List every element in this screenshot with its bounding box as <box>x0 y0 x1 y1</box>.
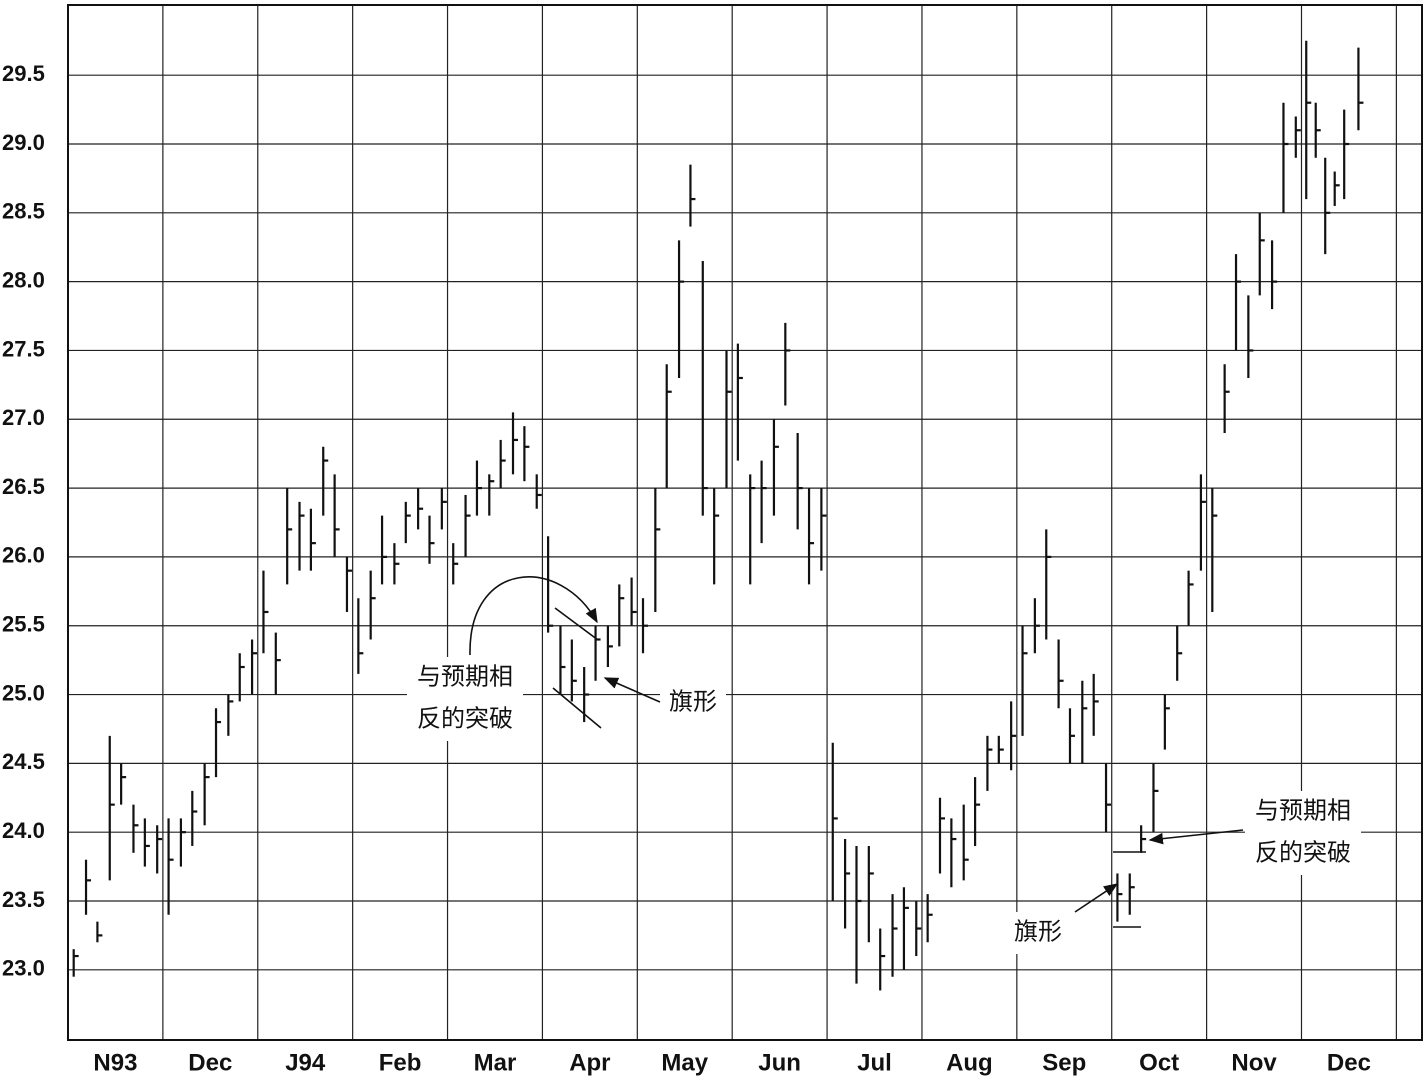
plot-frame <box>67 4 1423 1041</box>
x-tick-label: Apr <box>569 1049 610 1076</box>
y-tick-label: 24.0 <box>2 818 45 843</box>
y-tick-label: 23.0 <box>2 956 45 981</box>
pattern-drawings <box>552 607 1146 928</box>
y-tick-label: 25.0 <box>2 680 45 705</box>
annotation-arrow <box>1074 883 1119 913</box>
annotation-text: 旗形 <box>1014 918 1062 945</box>
annotation-text: 反的突破 <box>1255 839 1351 866</box>
x-tick-label: Mar <box>474 1049 517 1076</box>
x-tick-label: Dec <box>188 1049 232 1076</box>
annotation-background <box>407 657 523 741</box>
annotation-text: 与预期相 <box>417 663 513 690</box>
x-tick-label: Feb <box>379 1049 422 1076</box>
y-tick-label: 26.5 <box>2 474 45 499</box>
x-tick-label: May <box>661 1049 708 1076</box>
x-tick-label: Aug <box>946 1049 993 1076</box>
y-tick-label: 29.0 <box>2 130 45 155</box>
y-tick-label: 29.5 <box>2 61 45 86</box>
y-tick-label: 27.0 <box>2 405 45 430</box>
y-tick-label: 24.5 <box>2 749 45 774</box>
annotation-arrow <box>1148 829 1244 845</box>
annotation-background <box>1005 912 1071 954</box>
y-tick-label: 27.5 <box>2 336 45 361</box>
x-tick-label: Jul <box>857 1049 892 1076</box>
flag-line <box>552 687 602 729</box>
y-tick-label: 23.5 <box>2 887 45 912</box>
x-tick-label: N93 <box>93 1049 137 1076</box>
x-tick-label: J94 <box>285 1049 326 1076</box>
x-tick-label: Jun <box>758 1049 801 1076</box>
x-tick-label: Nov <box>1231 1049 1277 1076</box>
annotation-text: 反的突破 <box>417 705 513 732</box>
y-tick-label: 28.5 <box>2 199 45 224</box>
x-tick-label: Oct <box>1139 1049 1179 1076</box>
annotation-arrow <box>469 576 598 656</box>
annotation-text: 旗形 <box>669 688 717 715</box>
annotation-background <box>1245 791 1361 875</box>
y-tick-label: 26.0 <box>2 543 45 568</box>
flag-line <box>554 607 599 641</box>
y-tick-label: 25.5 <box>2 612 45 637</box>
x-tick-label: Dec <box>1327 1049 1371 1076</box>
annotation-background <box>660 682 726 724</box>
grid <box>67 4 1423 1041</box>
y-tick-label: 28.0 <box>2 267 45 292</box>
x-tick-label: Sep <box>1042 1049 1086 1076</box>
annotation-text: 与预期相 <box>1255 797 1351 824</box>
annotation-arrow <box>603 677 661 703</box>
